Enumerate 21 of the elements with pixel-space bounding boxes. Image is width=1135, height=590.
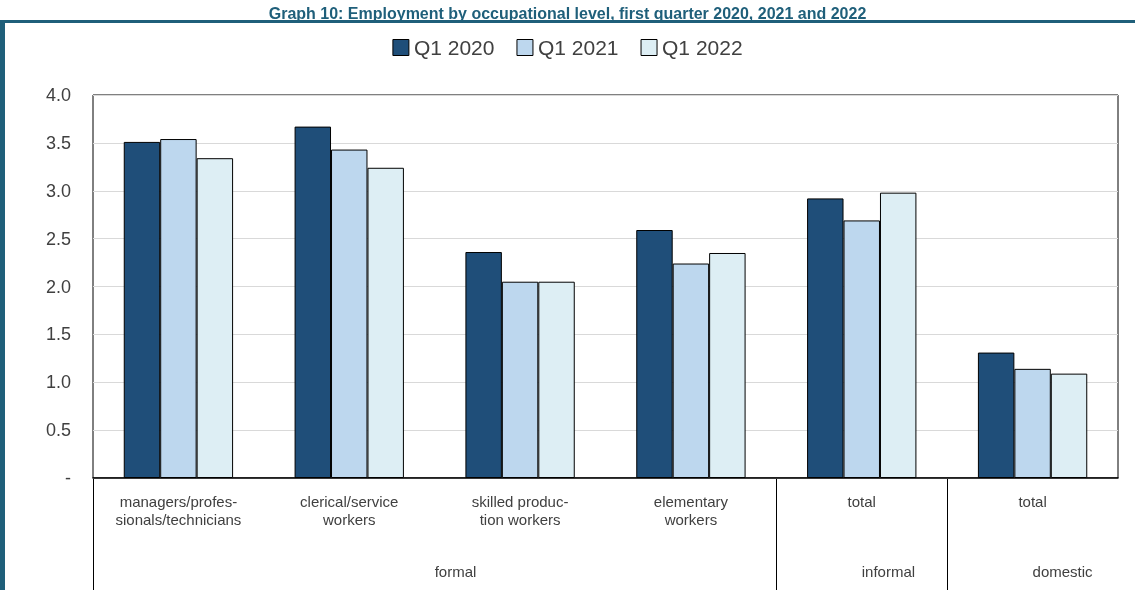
legend-label: Q1 2021 (537, 36, 619, 59)
y-tick-label: 4.0 (45, 85, 71, 105)
text: formal (434, 563, 477, 580)
text: domestic (1032, 563, 1094, 580)
y-tick-label: 2.0 (45, 276, 71, 297)
x-tick-label: elementary workers (653, 492, 729, 528)
y-tick-label: 3.0 (45, 180, 71, 201)
legend-label: Q1 2020 (413, 36, 495, 59)
y-tick-label: 1.0 (45, 372, 71, 393)
x-tick-label: managers/profes- sionals/technicians (115, 492, 242, 528)
y-tick-label: 1.5 (45, 324, 71, 345)
x-tick-label: total (847, 492, 876, 510)
text: informal (861, 563, 916, 580)
legend-label: Q1 2022 (662, 36, 743, 59)
y-tick-label: 2.5 (45, 228, 71, 249)
y-tick-label: 0.5 (45, 420, 71, 441)
y-tick-label: - (65, 468, 71, 488)
x-tick-label: clerical/service workers (300, 492, 399, 528)
y-tick-label: 3.5 (45, 132, 71, 153)
x-tick-label: skilled produc- tion workers (471, 492, 569, 528)
x-tick-label: total (1018, 492, 1047, 510)
